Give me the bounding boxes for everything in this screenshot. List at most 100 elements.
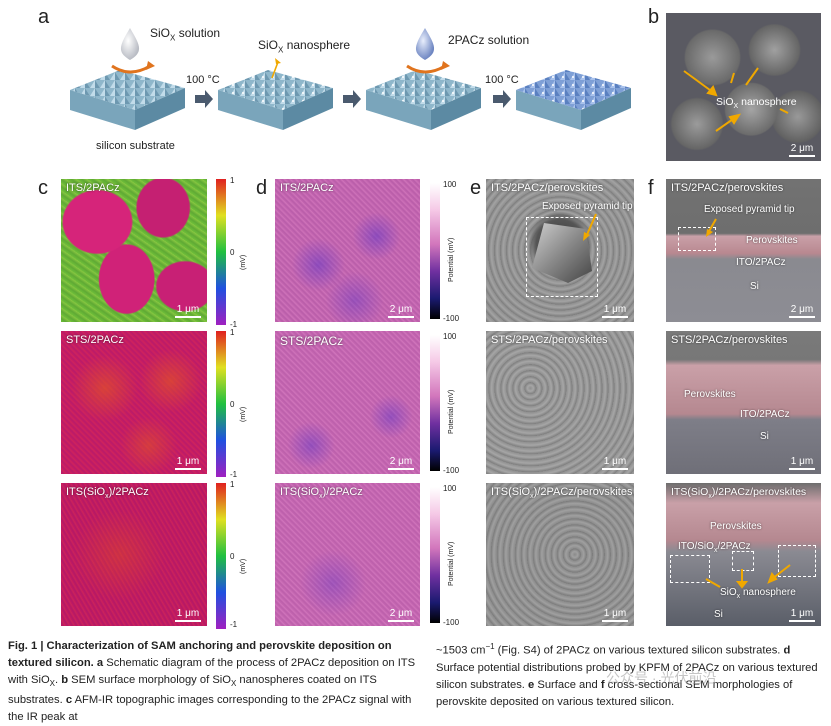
c1-title: ITS/2PACz — [66, 182, 120, 194]
sem-image-e2: STS/2PACz/perovskites 1 μm — [486, 331, 634, 474]
sem-image-f1: ITS/2PACz/perovskites Exposed pyramid ti… — [666, 179, 821, 322]
e1-arrow — [583, 213, 597, 241]
c2-title: STS/2PACz — [66, 334, 124, 346]
watermark: 公众号 · 光伏前沿 — [606, 670, 717, 686]
afm-image-c1: ITS/2PACz 1 μm — [61, 179, 207, 322]
d-tick-bot-2: -100 — [443, 466, 460, 475]
c-tick-bot-1: -1 — [230, 320, 238, 329]
d-colorbar-3 — [430, 487, 440, 623]
d-unit-2: Potential (mV) — [448, 389, 455, 434]
substrate-4 — [516, 70, 631, 130]
substrate-2 — [218, 70, 333, 130]
f3-layer-ito: ITO/SiOx/2PACz — [678, 541, 751, 554]
pacz-drop-icon — [415, 28, 435, 60]
c-tick-top-3: 1 — [230, 480, 235, 489]
substrate-3 — [366, 70, 481, 130]
caption-fig-title: Fig. 1 | Characterization of SAM anchori… — [8, 640, 392, 669]
f3-title: ITS(SiOx)/2PACz/perovskites — [671, 486, 807, 501]
d-tick-bot-1: -100 — [443, 314, 460, 323]
d2-scale: 2 μm — [388, 456, 414, 470]
e1-annotation: Exposed pyramid tip — [542, 201, 633, 212]
tip-box — [526, 217, 598, 297]
f1-tip-box — [678, 227, 716, 251]
sio-drop-icon — [120, 28, 140, 60]
kpfm-image-d2: STS/2PACz 2 μm — [275, 331, 420, 474]
panel-letter-c: c — [38, 177, 48, 199]
sio-solution-label: SiOX solution — [150, 26, 221, 43]
c3-title: ITS(SiOx)/2PACz — [66, 486, 149, 501]
f2-scale: 1 μm — [789, 456, 815, 470]
c-tick-mid-1: 0 — [230, 248, 235, 257]
f1-arrow — [706, 218, 717, 237]
d2-title: STS/2PACz — [280, 334, 344, 348]
afm-image-c2: STS/2PACz 1 μm — [61, 331, 207, 474]
temp-label-2: 100 °C — [485, 74, 519, 86]
process-arrow-1 — [195, 90, 213, 108]
f1-layer-si: Si — [750, 281, 759, 292]
d1-scale: 2 μm — [388, 304, 414, 318]
c1-scale: 1 μm — [175, 304, 201, 318]
f3-arrows — [705, 564, 791, 589]
f3-scale: 1 μm — [789, 608, 815, 622]
c-tick-top-2: 1 — [230, 328, 235, 337]
d-tick-top-2: 100 — [443, 332, 457, 341]
f1-title: ITS/2PACz/perovskites — [671, 182, 784, 194]
c-colorbar-2 — [216, 331, 226, 477]
c-tick-top-1: 1 — [230, 176, 235, 185]
sem-image-f3: ITS(SiOx)/2PACz/perovskites Perovskites … — [666, 483, 821, 626]
d1-title: ITS/2PACz — [280, 182, 334, 194]
substrate-label: silicon substrate — [96, 140, 175, 152]
d-colorbar-1 — [430, 183, 440, 319]
f2-layer-perovskites: Perovskites — [684, 389, 736, 400]
temp-label-1: 100 °C — [186, 74, 220, 86]
f1-scale: 2 μm — [789, 304, 815, 318]
c-unit-1: (mV) — [240, 254, 247, 270]
d3-title: ITS(SiOx)/2PACz — [280, 486, 363, 501]
c2-scale: 1 μm — [175, 456, 201, 470]
panel-letter-e: e — [470, 177, 482, 199]
sem-image-f2: STS/2PACz/perovskites Perovskites ITO/2P… — [666, 331, 821, 474]
d-unit-3: Potential (mV) — [448, 541, 455, 586]
substrate-1 — [70, 70, 185, 130]
panel-letter-f: f — [648, 177, 654, 199]
d-unit-1: Potential (mV) — [448, 237, 455, 282]
sem-image-b: SiOX nanosphere 2 μm — [666, 13, 821, 161]
c-unit-2: (mV) — [240, 406, 247, 422]
caption-left: Fig. 1 | Characterization of SAM anchori… — [8, 640, 416, 724]
schematic-diagram — [70, 28, 631, 130]
c-colorbar-3 — [216, 483, 226, 629]
f3-nanosphere: SiOx nanosphere — [720, 587, 796, 600]
f3-box-right — [778, 545, 816, 577]
f2-title: STS/2PACz/perovskites — [671, 334, 788, 346]
f2-layer-ito: ITO/2PACz — [740, 409, 790, 420]
process-arrow-3 — [493, 90, 511, 108]
c3-scale: 1 μm — [175, 608, 201, 622]
d-tick-top-1: 100 — [443, 180, 457, 189]
c-tick-bot-3: -1 — [230, 620, 238, 629]
kpfm-image-d3: ITS(SiOx)/2PACz 2 μm — [275, 483, 420, 626]
e2-scale: 1 μm — [602, 456, 628, 470]
afm-image-c3: ITS(SiOx)/2PACz 1 μm — [61, 483, 207, 626]
panel-letter-d: d — [256, 177, 268, 199]
e3-title: ITS(SiOx)/2PACz/perovskites — [491, 486, 633, 501]
e1-title: ITS/2PACz/perovskites — [491, 182, 604, 194]
c-unit-3: (mV) — [240, 558, 247, 574]
f3-layer-si: Si — [714, 609, 723, 620]
c-colorbar-1 — [216, 179, 226, 325]
d-colorbar-2 — [430, 335, 440, 471]
c-tick-mid-2: 0 — [230, 400, 235, 409]
f3-box-left — [670, 555, 710, 583]
e1-scale: 1 μm — [602, 304, 628, 318]
sem-image-e3: ITS(SiOx)/2PACz/perovskites 1 μm — [486, 483, 634, 626]
scale-bar-b: 2 μm — [789, 143, 815, 157]
nanosphere-label: SiOX nanosphere — [258, 38, 351, 55]
e3-scale: 1 μm — [602, 608, 628, 622]
f1-layer-ito: ITO/2PACz — [736, 257, 786, 268]
c-tick-bot-2: -1 — [230, 470, 238, 479]
pacz-solution-label: 2PACz solution — [448, 33, 530, 47]
d-tick-bot-3: -100 — [443, 618, 460, 627]
c-tick-mid-3: 0 — [230, 552, 235, 561]
nanosphere-b-label: SiOX nanosphere — [716, 96, 797, 111]
e2-title: STS/2PACz/perovskites — [491, 334, 608, 346]
f1-annotation: Exposed pyramid tip — [704, 204, 795, 215]
